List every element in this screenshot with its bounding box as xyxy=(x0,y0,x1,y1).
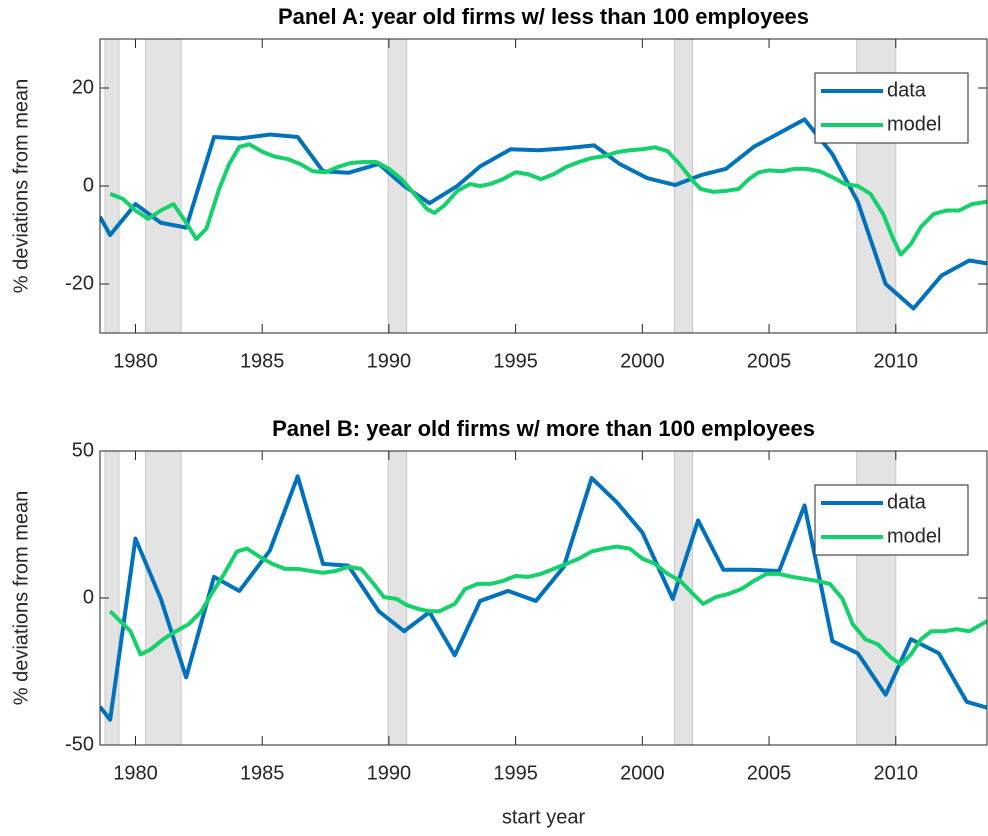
y-tick-label: -50 xyxy=(65,733,94,755)
x-tick-label: 2010 xyxy=(874,762,919,784)
legend-box xyxy=(814,72,969,144)
x-tick-label: 1990 xyxy=(367,350,412,372)
y-tick-label: 20 xyxy=(72,76,94,98)
legend-box xyxy=(814,484,969,556)
x-tick-label: 1985 xyxy=(240,350,285,372)
x-tick-label: 1990 xyxy=(367,762,412,784)
series-line xyxy=(109,142,987,257)
legend-label: model xyxy=(887,113,941,135)
panel: Panel B: year old firms w/ more than 100… xyxy=(10,416,988,828)
chart-title: Panel B: year old firms w/ more than 100… xyxy=(272,416,815,441)
legend: data model xyxy=(814,72,969,144)
x-tick-label: 2010 xyxy=(874,350,919,372)
series-line xyxy=(108,544,987,667)
legend-label: data xyxy=(887,79,927,101)
y-tick-label: 0 xyxy=(83,174,94,196)
shaded-region xyxy=(145,39,182,333)
x-tick-label: 2000 xyxy=(620,762,665,784)
series-line xyxy=(100,474,987,722)
x-tick-label: 2005 xyxy=(747,350,792,372)
shaded-region xyxy=(674,451,694,745)
x-tick-label: 1980 xyxy=(113,350,158,372)
legend-label: data xyxy=(887,491,927,513)
y-axis-label: % deviations from mean xyxy=(10,79,32,294)
y-tick-label: 50 xyxy=(72,439,94,461)
x-tick-label: 1995 xyxy=(493,350,538,372)
shaded-region xyxy=(145,451,182,745)
y-tick-label: -20 xyxy=(65,272,94,294)
x-tick-label: 1995 xyxy=(493,762,538,784)
y-tick-label: 0 xyxy=(83,586,94,608)
panel: Panel A: year old firms w/ less than 100… xyxy=(10,4,988,372)
plot-area xyxy=(100,451,987,745)
x-tick-label: 2000 xyxy=(620,350,665,372)
series-line xyxy=(100,117,987,311)
x-tick-label: 1980 xyxy=(113,762,158,784)
x-tick-label: 2005 xyxy=(747,762,792,784)
chart-title: Panel A: year old firms w/ less than 100… xyxy=(278,4,809,29)
x-axis-label: start year xyxy=(502,806,586,828)
legend: data model xyxy=(814,484,969,556)
legend-label: model xyxy=(887,525,941,547)
y-axis-label: % deviations from mean xyxy=(10,491,32,706)
x-tick-label: 1985 xyxy=(240,762,285,784)
